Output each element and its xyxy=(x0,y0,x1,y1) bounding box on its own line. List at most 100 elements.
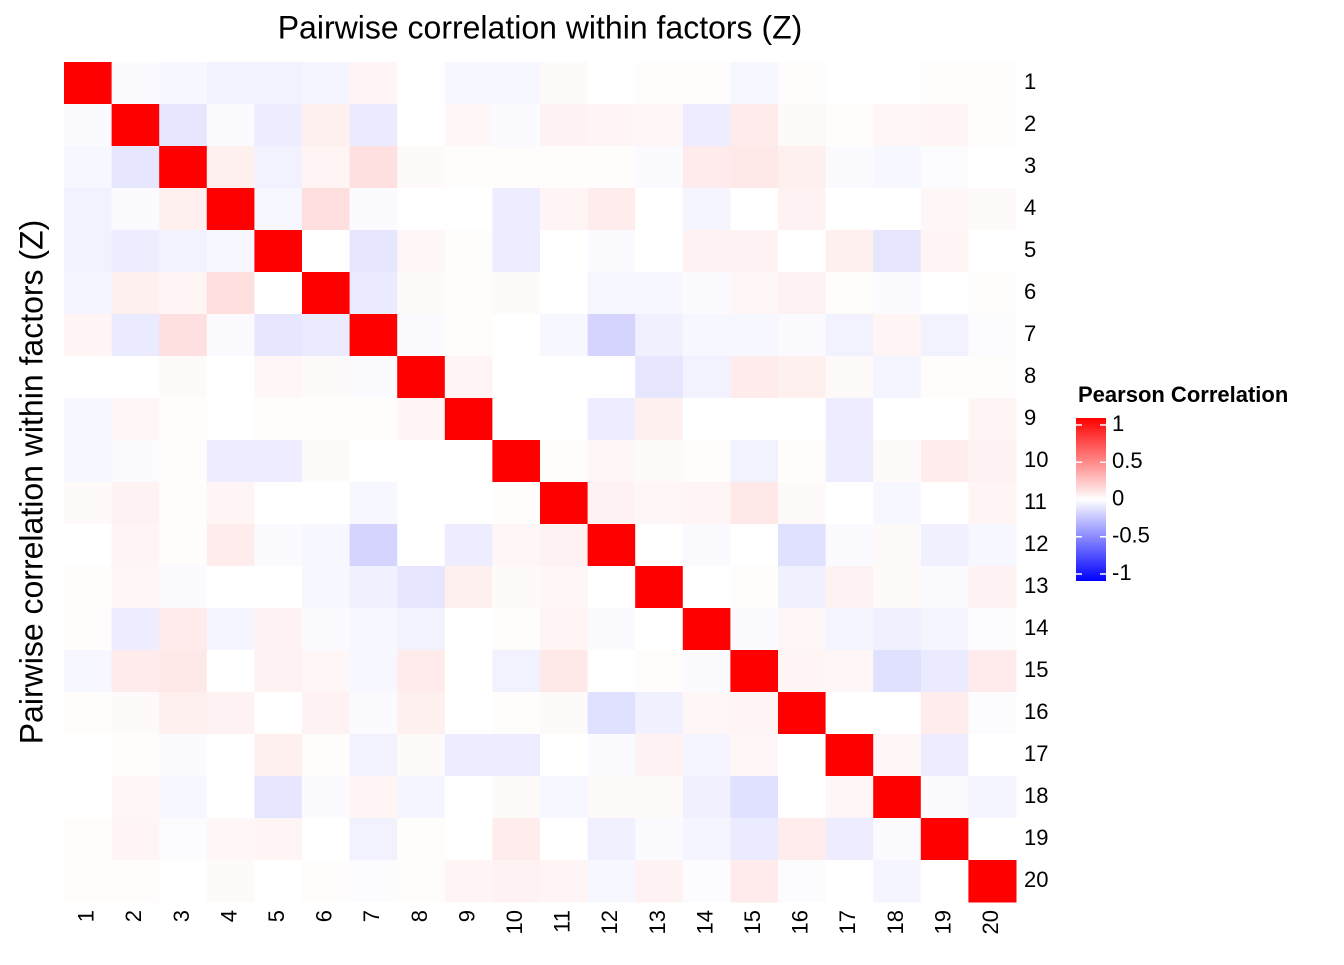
heatmap-cell xyxy=(349,776,398,819)
heatmap-cell xyxy=(873,608,922,651)
heatmap-cell xyxy=(254,272,303,315)
heatmap-cell xyxy=(540,104,589,147)
heatmap-cell xyxy=(778,734,827,777)
heatmap-cell xyxy=(920,398,969,441)
heatmap-cell xyxy=(778,230,827,273)
heatmap-cell xyxy=(968,104,1017,147)
heatmap-cell xyxy=(492,776,541,819)
heatmap-cell xyxy=(778,692,827,735)
heatmap-cell xyxy=(730,692,779,735)
heatmap-cell xyxy=(444,272,493,315)
heatmap-cell xyxy=(397,230,446,273)
heatmap-cell xyxy=(540,482,589,525)
heatmap-cell xyxy=(825,230,874,273)
heatmap-cell xyxy=(111,650,160,693)
heatmap-cell xyxy=(492,146,541,189)
colorbar-tick-label: -0.5 xyxy=(1112,523,1150,548)
heatmap-cell xyxy=(825,314,874,357)
heatmap-cell xyxy=(349,692,398,735)
heatmap-cell xyxy=(540,776,589,819)
x-tick-label: 17 xyxy=(835,910,860,934)
heatmap-cell xyxy=(873,566,922,609)
heatmap-cell xyxy=(206,482,255,525)
heatmap-cell xyxy=(159,692,208,735)
heatmap-cell xyxy=(682,314,731,357)
heatmap-cell xyxy=(778,356,827,399)
heatmap-cell xyxy=(730,272,779,315)
heatmap-cell xyxy=(206,860,255,903)
heatmap-cell xyxy=(444,566,493,609)
heatmap-cell xyxy=(968,860,1017,903)
heatmap-cell xyxy=(111,62,160,105)
heatmap-cell xyxy=(920,860,969,903)
heatmap-cell xyxy=(730,356,779,399)
heatmap-cell xyxy=(444,314,493,357)
heatmap-cell xyxy=(635,230,684,273)
heatmap-cell xyxy=(778,650,827,693)
heatmap-cell xyxy=(444,62,493,105)
heatmap-cell xyxy=(492,482,541,525)
y-tick-label: 13 xyxy=(1024,573,1048,598)
heatmap-cell xyxy=(64,818,113,861)
heatmap-cell xyxy=(302,146,351,189)
heatmap-cell xyxy=(778,566,827,609)
heatmap-cell xyxy=(444,734,493,777)
chart-title: Pairwise correlation within factors (Z) xyxy=(278,9,803,45)
x-tick-label: 11 xyxy=(550,910,575,933)
heatmap-cell xyxy=(968,692,1017,735)
heatmap-cell xyxy=(254,188,303,231)
heatmap-cell xyxy=(254,860,303,903)
heatmap-cell xyxy=(397,692,446,735)
heatmap-cell xyxy=(920,272,969,315)
heatmap-cell xyxy=(492,104,541,147)
heatmap-cell xyxy=(587,524,636,567)
heatmap-cell xyxy=(825,440,874,483)
heatmap-cell xyxy=(254,482,303,525)
heatmap-cell xyxy=(682,482,731,525)
heatmap-cell xyxy=(920,482,969,525)
heatmap-cell xyxy=(635,356,684,399)
heatmap-cell xyxy=(587,482,636,525)
heatmap-cell xyxy=(778,188,827,231)
heatmap-cell xyxy=(397,398,446,441)
heatmap-cell xyxy=(444,524,493,567)
x-tick-label: 18 xyxy=(883,910,908,934)
heatmap-cell xyxy=(302,860,351,903)
heatmap-cell xyxy=(444,692,493,735)
heatmap-cell xyxy=(206,104,255,147)
heatmap-cell xyxy=(920,188,969,231)
x-tick-label: 8 xyxy=(407,910,432,922)
heatmap-cell xyxy=(682,650,731,693)
heatmap-cell xyxy=(302,272,351,315)
y-tick-label: 3 xyxy=(1024,153,1036,178)
heatmap-cell xyxy=(206,440,255,483)
x-tick-label: 1 xyxy=(74,910,99,922)
heatmap-cell xyxy=(302,440,351,483)
heatmap-cell xyxy=(444,146,493,189)
heatmap-cell xyxy=(968,650,1017,693)
heatmap-cell xyxy=(540,230,589,273)
heatmap-cell xyxy=(206,146,255,189)
heatmap-cell xyxy=(968,818,1017,861)
heatmap-cell xyxy=(540,818,589,861)
heatmap-cell xyxy=(968,188,1017,231)
heatmap-cell xyxy=(64,314,113,357)
heatmap-cell xyxy=(587,314,636,357)
heatmap-cell xyxy=(254,62,303,105)
heatmap-cell xyxy=(587,272,636,315)
heatmap-cell xyxy=(397,734,446,777)
heatmap-cell xyxy=(64,62,113,105)
heatmap-cell xyxy=(444,440,493,483)
heatmap-cell xyxy=(64,188,113,231)
y-tick-label: 15 xyxy=(1024,657,1048,682)
heatmap-cell xyxy=(635,818,684,861)
heatmap-cell xyxy=(206,566,255,609)
heatmap-cell xyxy=(397,272,446,315)
heatmap-cell xyxy=(111,440,160,483)
heatmap-cell xyxy=(159,272,208,315)
heatmap-cell xyxy=(920,356,969,399)
y-tick-label: 12 xyxy=(1024,531,1048,556)
heatmap-cell xyxy=(492,62,541,105)
x-tick-label: 19 xyxy=(930,910,955,934)
